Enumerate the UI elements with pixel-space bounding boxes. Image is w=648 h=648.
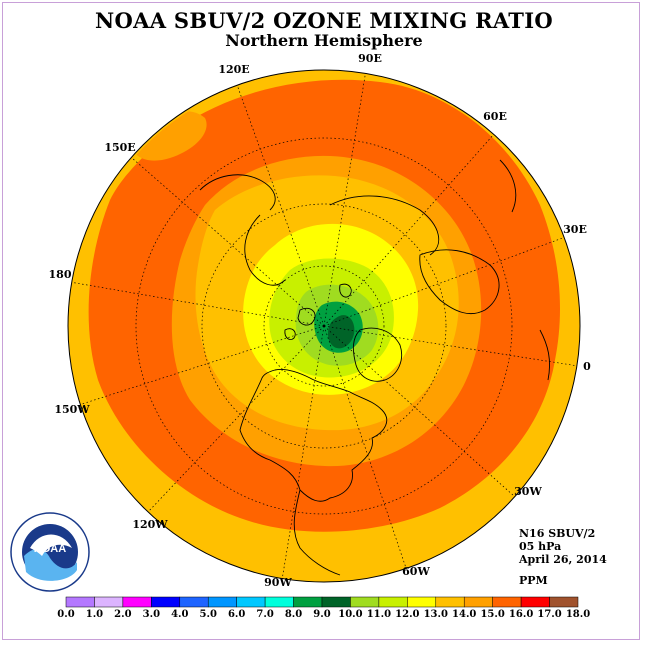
colorbar-tick-label: 3.0 [142, 609, 161, 620]
lon-label-60w: 60W [402, 565, 430, 578]
contour-8ppm [328, 315, 355, 349]
colorbar-swatch [463, 596, 493, 608]
colorbar-swatch [122, 596, 152, 608]
colorbar-tick-label: 2.0 [114, 609, 132, 620]
colorbar-swatch [293, 596, 323, 608]
lon-label-180: 180 [49, 268, 72, 281]
colorbar-swatch [207, 596, 237, 608]
colorbar-tick-label: 17.0 [537, 609, 562, 620]
colorbar-tick-label: 6.0 [227, 609, 246, 620]
date-label: April 26, 2014 [519, 553, 607, 566]
colorbar-tick-label: 14.0 [452, 609, 477, 620]
colorbar-swatch [151, 596, 181, 608]
units-label: PPM [519, 574, 548, 587]
colorbar-swatch [378, 596, 408, 608]
colorbar-swatch [520, 596, 550, 608]
colorbar-tick-label: 16.0 [508, 609, 534, 620]
longitude-labels: 90E 60E 30E 0 30W 60W 90W 120W 150W 180 … [49, 52, 592, 589]
noaa-logo-text: NOAA [34, 543, 66, 555]
instrument-label: N16 SBUV/2 [519, 527, 596, 540]
lon-label-90w: 90W [264, 576, 292, 589]
lon-label-60e: 60E [483, 110, 507, 123]
colorbar-tick-label: 1.0 [85, 609, 104, 620]
colorbar-tick-label: 8.0 [284, 609, 303, 620]
colorbar-swatch [65, 596, 95, 608]
lon-label-30w: 30W [514, 485, 542, 498]
figure-frame [2, 2, 640, 640]
colorbar-swatch [492, 596, 522, 608]
colorbar-tick-label: 18.0 [565, 609, 591, 620]
globe-outline [67, 69, 581, 583]
lon-label-120w: 120W [132, 518, 168, 531]
colorbar-swatch [407, 596, 437, 608]
colorbar-swatch [264, 596, 294, 608]
colorbar-swatch [94, 596, 124, 608]
colorbar-tick-label: 7.0 [256, 609, 274, 620]
colorbar-swatch [435, 596, 465, 608]
lon-label-30e: 30E [563, 223, 587, 236]
colorbar [65, 596, 579, 608]
colorbar-swatch [236, 596, 266, 608]
lon-label-150w: 150W [54, 403, 90, 416]
colorbar-swatch [321, 596, 351, 608]
lon-label-120e: 120E [218, 63, 249, 76]
colorbar-tick-label: 5.0 [199, 609, 217, 620]
colorbar-tick-label: 4.0 [171, 609, 189, 620]
colorbar-tick-label: 10.0 [338, 609, 363, 620]
lon-label-0: 0 [583, 360, 591, 373]
colorbar-tick-label: 9.0 [313, 609, 331, 620]
noaa-logo: NOAA [10, 512, 90, 592]
colorbar-swatch [179, 596, 209, 608]
page-title: NOAA SBUV/2 OZONE MIXING RATIO [95, 8, 553, 33]
lon-label-90e: 90E [358, 52, 382, 65]
page-subtitle: Northern Hemisphere [225, 31, 423, 50]
colorbar-tick-label: 13.0 [423, 609, 448, 620]
graticule [70, 72, 578, 580]
colorbar-tick-label: 11.0 [366, 609, 392, 620]
coastlines [199, 159, 551, 576]
lon-label-150e: 150E [104, 141, 135, 154]
colorbar-swatch [350, 596, 380, 608]
colorbar-tick-label: 12.0 [395, 609, 420, 620]
pressure-label: 05 hPa [519, 540, 562, 553]
colorbar-tick-label: 15.0 [480, 609, 505, 620]
colorbar-tick-label: 0.0 [57, 609, 75, 620]
colorbar-swatch [549, 596, 579, 608]
